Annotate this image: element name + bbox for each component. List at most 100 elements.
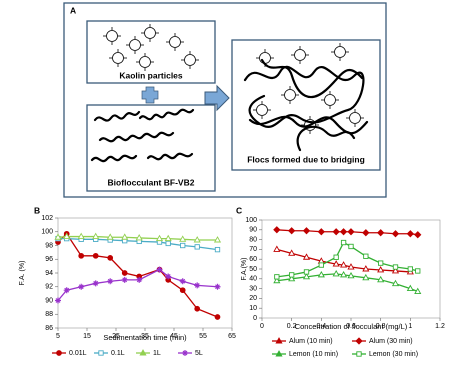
data-point: [377, 229, 385, 237]
y-tick-label: 10: [249, 305, 257, 312]
x-tick-label: 25: [112, 333, 120, 340]
data-point: [273, 226, 281, 234]
data-point: [273, 276, 281, 284]
particle: [144, 27, 156, 39]
legend-label: 5L: [195, 350, 203, 357]
series-line: [276, 248, 411, 273]
arrow: [204, 84, 230, 112]
plus-sign: [141, 86, 159, 104]
legend-marker: [182, 350, 188, 356]
data-point: [179, 287, 186, 294]
x-tick-label: 1: [408, 323, 412, 330]
x-tick-label: 0.8: [376, 323, 386, 330]
data-point: [318, 262, 324, 268]
y-tick-label: 80: [249, 236, 257, 243]
data-point: [302, 227, 311, 235]
y-tick-label: 20: [249, 295, 257, 302]
data-point: [406, 230, 414, 238]
polymer-chains: [90, 58, 369, 163]
y-tick-label: 0: [253, 315, 257, 322]
data-point: [339, 228, 348, 236]
legend-label: Lemon (10 min): [289, 351, 338, 358]
y-tick-label: 88: [45, 311, 53, 318]
particle: [256, 104, 268, 116]
panel-label: A: [70, 5, 76, 15]
legend-marker: [275, 350, 283, 357]
legend-marker: [98, 350, 104, 356]
legend-label: Lemon (30 min): [369, 351, 418, 358]
data-point: [165, 240, 171, 247]
particle: [294, 49, 306, 61]
data-point: [273, 245, 281, 252]
kaolin-label: Kaolin particles: [119, 70, 183, 80]
y-tick-label: 100: [41, 229, 53, 236]
data-point: [92, 252, 99, 259]
data-point: [92, 280, 99, 287]
data-point: [302, 253, 311, 260]
particle: [324, 94, 336, 106]
data-point: [121, 270, 128, 276]
data-point: [107, 255, 114, 261]
y-tick-label: 90: [45, 297, 53, 304]
data-point: [92, 232, 100, 240]
data-point: [348, 243, 354, 250]
data-point: [415, 268, 421, 274]
data-point: [77, 232, 85, 240]
data-point: [414, 231, 422, 239]
legend-label: Alum (10 min): [289, 338, 333, 345]
data-point: [407, 266, 413, 272]
legend-label: Alum (30 min): [369, 338, 413, 345]
data-point: [135, 234, 143, 241]
data-point: [347, 271, 355, 279]
series-line: [57, 235, 218, 241]
data-point: [164, 234, 172, 242]
x-tick-label: 1.2: [435, 323, 445, 330]
data-point: [54, 233, 62, 240]
data-point: [180, 242, 186, 249]
particle: [349, 112, 361, 124]
data-point: [179, 278, 186, 285]
x-tick-label: 5: [56, 333, 60, 340]
flocs-label: Flocs formed due to bridging: [247, 154, 365, 164]
data-point: [363, 253, 369, 259]
data-point: [347, 263, 355, 270]
data-point: [391, 279, 400, 287]
x-tick-label: 0.6: [346, 323, 356, 330]
data-point: [289, 272, 295, 278]
data-point: [332, 269, 340, 277]
data-point: [156, 266, 163, 273]
data-point: [302, 272, 311, 280]
data-point: [288, 249, 296, 256]
data-point: [106, 233, 114, 240]
y-tick-label: 40: [249, 276, 257, 283]
x-tick-label: 0.4: [316, 323, 326, 330]
data-point: [213, 236, 222, 243]
data-point: [340, 239, 347, 246]
data-point: [107, 278, 114, 285]
data-point: [63, 287, 70, 294]
data-point: [377, 275, 385, 283]
data-point: [406, 284, 414, 292]
y-tick-label: 92: [45, 284, 53, 291]
data-point: [362, 273, 370, 281]
data-point: [288, 227, 296, 235]
x-axis-label: Concentration of flocculant (mg/L): [295, 322, 408, 331]
data-point: [392, 264, 399, 270]
data-point: [362, 229, 370, 237]
data-point: [214, 246, 221, 253]
y-tick-label: 60: [249, 256, 257, 263]
legend-marker: [56, 350, 62, 356]
plot-frame: [57, 217, 233, 329]
series-line: [57, 232, 218, 318]
panel-label: B: [34, 205, 40, 215]
data-point: [179, 235, 187, 242]
x-tick-label: 45: [170, 333, 178, 340]
x-tick-label: 0: [260, 323, 264, 330]
particle: [112, 52, 124, 64]
legend-marker: [275, 337, 283, 344]
data-point: [193, 236, 201, 243]
bioflocculant-label: Bioflocculant BF-VB2: [108, 177, 195, 187]
data-point: [55, 297, 61, 304]
data-point: [391, 267, 400, 274]
